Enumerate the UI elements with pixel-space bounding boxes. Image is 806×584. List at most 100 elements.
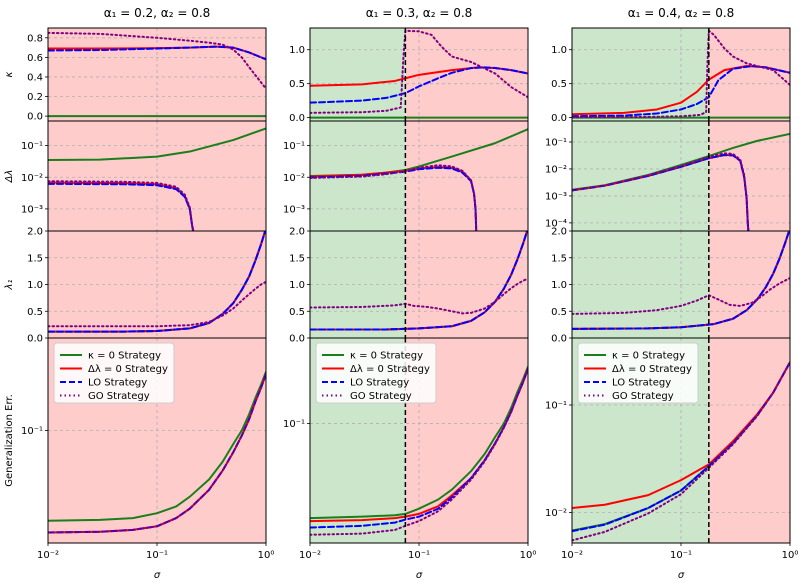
y-tick-label: 0.0 — [289, 113, 305, 124]
x-axis-label: σ — [416, 570, 423, 581]
y-tick-label: 10⁻² — [21, 173, 43, 184]
legend-label-kappa0: κ = 0 Strategy — [350, 351, 423, 362]
legend-label-lo: LO Strategy — [612, 378, 671, 389]
y-tick-label: 0.0 — [27, 112, 43, 123]
y-axis-label-row-3: λ₁ — [4, 280, 15, 291]
y-tick-label: 1.0 — [551, 45, 567, 56]
legend: κ = 0 Strategy Δλ = 0 Strategy LO Strategy… — [315, 342, 437, 404]
y-tick-label: 0.0 — [551, 113, 567, 124]
y-tick-label: 2.0 — [27, 227, 43, 238]
x-tick-label: 10⁻² — [561, 550, 583, 561]
series-group — [48, 127, 266, 231]
y-tick-label: 10⁻¹ — [545, 137, 567, 148]
y-tick-label: 0.0 — [289, 334, 305, 345]
legend-box — [577, 342, 699, 404]
y-tick-label: 0.4 — [27, 72, 43, 83]
series-line-lo — [48, 45, 266, 61]
series-line-lo — [572, 231, 790, 330]
y-tick-label: 0.2 — [27, 92, 43, 103]
y-tick-label: 10⁻³ — [545, 191, 567, 202]
legend-label-lo: LO Strategy — [350, 378, 409, 389]
subplot-row-2: 10⁻³ 10⁻² 10⁻¹ — [283, 120, 529, 232]
y-tick-label: 10⁻² — [545, 508, 567, 519]
y-tick-label: 0.6 — [27, 53, 43, 64]
series-group — [310, 365, 528, 536]
y-tick-label: 1.5 — [27, 253, 43, 264]
legend-label-go: GO Strategy — [88, 391, 150, 402]
x-tick-label: 10⁰ — [782, 550, 799, 561]
panel-title: α₁ = 0.3, α₂ = 0.8 — [366, 6, 473, 20]
series-line-lo — [310, 231, 528, 331]
series-line-lo — [572, 153, 750, 231]
y-tick-label: 0.5 — [289, 79, 305, 90]
series-line-lo — [48, 231, 266, 333]
x-tick-label: 10⁻² — [37, 550, 59, 561]
good-region — [310, 28, 406, 121]
panel-title: α₁ = 0.4, α₂ = 0.8 — [628, 6, 735, 20]
legend-box — [315, 342, 437, 404]
subplot-row-3: 0.0 0.5 1.0 1.5 2.0 — [27, 227, 267, 345]
series-line-go — [572, 152, 750, 231]
series-group — [48, 31, 266, 118]
bad-region — [708, 121, 790, 231]
subplot-row-4: 10⁻¹ 10⁻² 10⁻¹ 10⁰ σ κ = 0 Strategy Δλ = 0 Str… — [21, 337, 275, 581]
legend-label-go: GO Strategy — [612, 391, 674, 402]
x-tick-label: 10⁻¹ — [146, 550, 168, 561]
y-tick-label: 10⁻³ — [283, 204, 305, 215]
series-line-lo — [572, 65, 790, 118]
series-group — [572, 29, 790, 119]
y-tick-label: 1.5 — [551, 253, 567, 264]
y-axis-label-row-4: Generalization Err. — [4, 394, 15, 487]
series-line-go — [572, 277, 790, 315]
x-tick-label: 10⁰ — [258, 550, 275, 561]
y-axis-label-row-2: Δλ — [4, 170, 15, 184]
legend-label-kappa0: κ = 0 Strategy — [612, 351, 685, 362]
y-tick-label: 2.0 — [289, 227, 305, 238]
y-tick-label: 0.5 — [551, 79, 567, 90]
series-line-go — [48, 280, 266, 328]
x-tick-label: 10⁻¹ — [670, 550, 692, 561]
bad-region — [708, 338, 790, 543]
y-tick-label: 1.0 — [27, 280, 43, 291]
series-group — [48, 231, 266, 333]
series-line-go — [310, 29, 528, 114]
subplot-row-1: 0.0 0.5 1.0 — [551, 27, 791, 124]
subplot-row-1: 0.0 0.5 1.0 — [289, 27, 529, 124]
y-tick-label: 10⁻¹ — [545, 400, 567, 411]
legend-label-lo: LO Strategy — [88, 378, 147, 389]
subplot-row-1: 0.0 0.2 0.4 0.6 0.8 — [27, 27, 267, 123]
series-group — [572, 132, 790, 231]
y-tick-label: 0.5 — [289, 307, 305, 318]
series-line-kappa0 — [310, 365, 528, 520]
y-tick-label: 1.0 — [289, 280, 305, 291]
y-tick-label: 1.0 — [289, 45, 305, 56]
y-axis-label-row-1: κ — [4, 71, 15, 77]
y-tick-label: 0.0 — [27, 334, 43, 345]
bad-region — [48, 28, 266, 121]
series-line-go — [48, 373, 266, 534]
x-axis-label: σ — [154, 570, 161, 581]
series-line-go — [48, 31, 266, 90]
legend-label-dlambda0: Δλ = 0 Strategy — [350, 364, 430, 375]
y-tick-label: 10⁻² — [283, 173, 305, 184]
bad-region — [708, 28, 790, 121]
series-group — [310, 29, 528, 119]
series-group — [572, 231, 790, 330]
y-tick-label: 0.0 — [551, 334, 567, 345]
y-tick-label: 0.8 — [27, 33, 43, 44]
panel-column-2: α₁ = 0.3, α₂ = 0.8 0.0 0.5 1.0 10⁻³ 10⁻² 10⁻¹ 0… — [283, 6, 536, 581]
subplot-row-2: 10⁻⁴ 10⁻³ 10⁻² 10⁻¹ — [545, 120, 791, 232]
good-region — [572, 28, 709, 121]
legend-label-dlambda0: Δλ = 0 Strategy — [88, 364, 168, 375]
legend: κ = 0 Strategy Δλ = 0 Strategy LO Strategy… — [577, 342, 699, 404]
series-line-go — [310, 367, 528, 536]
y-tick-label: 10⁻² — [545, 164, 567, 175]
x-axis-label: σ — [678, 570, 685, 581]
series-line-lo — [310, 367, 528, 529]
series-line-kappa0 — [48, 127, 266, 162]
series-line-kappa0 — [48, 370, 266, 522]
series-group — [310, 231, 528, 331]
series-line-go — [48, 180, 195, 231]
series-line-lo — [310, 66, 528, 104]
